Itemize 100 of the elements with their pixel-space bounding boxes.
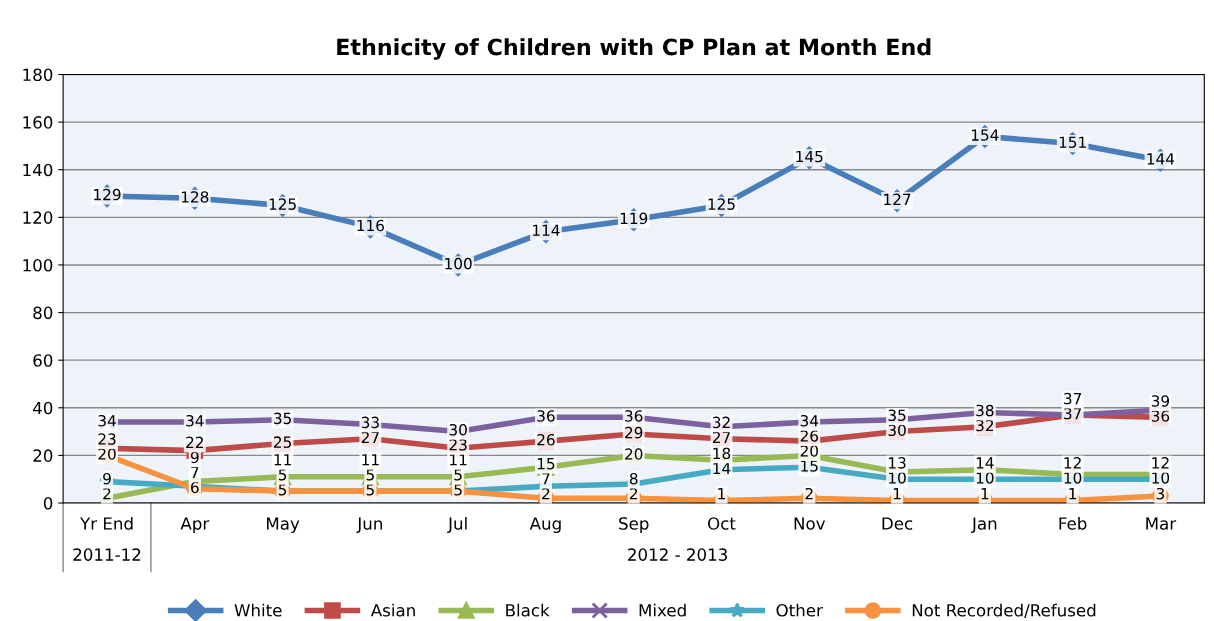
data-label: 15	[801, 460, 818, 472]
data-label: 23	[98, 433, 116, 445]
x-tick-label: Sep	[619, 517, 649, 534]
data-label: 27	[712, 431, 730, 443]
data-label: 1	[981, 488, 989, 500]
data-label: 8	[629, 472, 638, 485]
data-label: 15	[537, 458, 555, 470]
data-label: 154	[971, 129, 999, 141]
data-label: 114	[533, 224, 560, 236]
data-label: 26	[800, 430, 819, 442]
data-label: 12	[1064, 457, 1081, 469]
y-tick-label: 60	[33, 354, 53, 367]
x-tick-label: Mar	[1146, 517, 1177, 530]
x-tick-label: Dec	[882, 517, 913, 530]
y-tick-label: 120	[23, 211, 53, 224]
legend-label: Mixed	[639, 603, 686, 617]
y-tick-label: 160	[23, 116, 53, 129]
x-tick-label: Apr	[180, 517, 210, 534]
data-label: 34	[98, 414, 116, 427]
y-tick-label: 140	[23, 163, 53, 177]
x-tick-label: May	[266, 517, 300, 534]
data-label: 9	[103, 472, 111, 485]
legend-label: Asian	[370, 603, 415, 617]
data-label: 36	[537, 410, 555, 422]
y-tick-label: 20	[33, 449, 53, 462]
x-tick-label: Jan	[971, 517, 997, 533]
data-label: 5	[454, 484, 462, 496]
data-label: 32	[976, 419, 994, 432]
data-label: 100	[445, 257, 472, 270]
data-label: 10	[889, 472, 906, 484]
y-tick-label: 0	[43, 496, 53, 510]
data-label: 18	[713, 447, 731, 460]
chart-title: Ethnicity of Children with CP Plan at Month End	[337, 38, 931, 60]
y-tick-label: 80	[33, 306, 53, 320]
data-label: 25	[273, 436, 291, 448]
data-label: 2	[805, 487, 813, 500]
data-label: 129	[94, 188, 121, 201]
data-label: 2	[629, 487, 638, 500]
data-label: 5	[278, 469, 287, 481]
data-label: 6	[191, 481, 199, 494]
data-label: 20	[800, 445, 818, 457]
data-label: 30	[888, 424, 906, 437]
data-label: 38	[976, 404, 994, 417]
data-label: 14	[713, 462, 731, 474]
data-label: 11	[450, 454, 467, 466]
data-label: 22	[186, 436, 203, 448]
data-label: 1	[893, 488, 901, 500]
y-tick-label: 100	[23, 258, 53, 272]
legend-label: Black	[506, 603, 550, 617]
y-tick-label: 40	[33, 401, 53, 415]
data-label: 2	[542, 487, 550, 500]
data-label: 10	[1064, 472, 1082, 484]
data-label: 23	[449, 438, 467, 451]
data-label: 9	[190, 451, 199, 464]
data-label: 26	[537, 433, 555, 446]
x-tick-label: Oct	[708, 517, 736, 530]
data-label: 37	[1064, 392, 1082, 405]
data-label: 145	[796, 150, 823, 163]
data-label: 7	[542, 473, 550, 485]
data-label: 32	[712, 416, 730, 429]
data-label: 1	[1069, 488, 1077, 500]
data-label: 128	[181, 191, 209, 203]
data-label: 10	[976, 472, 994, 484]
data-label: 5	[454, 469, 462, 481]
legend-label: White	[234, 603, 282, 617]
x-tick-label: Jul	[447, 516, 467, 533]
data-label: 36	[1151, 410, 1170, 422]
data-label: 1	[718, 488, 725, 500]
data-label: 127	[884, 193, 911, 205]
data-label: 36	[625, 410, 643, 422]
data-label: 12	[1152, 457, 1169, 469]
data-label: 29	[625, 426, 643, 439]
data-label: 34	[800, 414, 819, 427]
x-tick-label: Jun	[356, 517, 382, 533]
data-label: 20	[98, 448, 116, 460]
data-label: 11	[274, 454, 291, 466]
x-tick-label: Nov	[794, 517, 826, 530]
data-label: 10	[1152, 472, 1170, 484]
data-label: 3	[1156, 487, 1165, 500]
data-label: 27	[361, 431, 379, 443]
data-label: 33	[361, 416, 379, 429]
data-label: 116	[357, 219, 384, 232]
data-label: 5	[366, 484, 374, 496]
data-label: 34	[186, 414, 204, 427]
data-label: 39	[1151, 395, 1170, 407]
text: 2011-12	[73, 548, 141, 561]
data-label: 14	[976, 457, 994, 469]
data-label: 35	[274, 412, 291, 425]
text: 2012 - 2013	[628, 548, 727, 561]
data-label: 2	[103, 487, 111, 500]
x-tick-label: Aug	[529, 517, 561, 534]
data-label: 5	[278, 484, 287, 496]
data-label: 35	[888, 409, 906, 422]
data-label: 7	[191, 466, 199, 478]
legend-label: Other	[776, 603, 823, 617]
data-label: 5	[366, 469, 374, 481]
y-tick-label: 180	[23, 68, 53, 82]
data-label: 11	[362, 454, 379, 466]
data-label: 13	[889, 457, 906, 469]
legend-label: Not Recorded/Refused	[912, 603, 1096, 618]
